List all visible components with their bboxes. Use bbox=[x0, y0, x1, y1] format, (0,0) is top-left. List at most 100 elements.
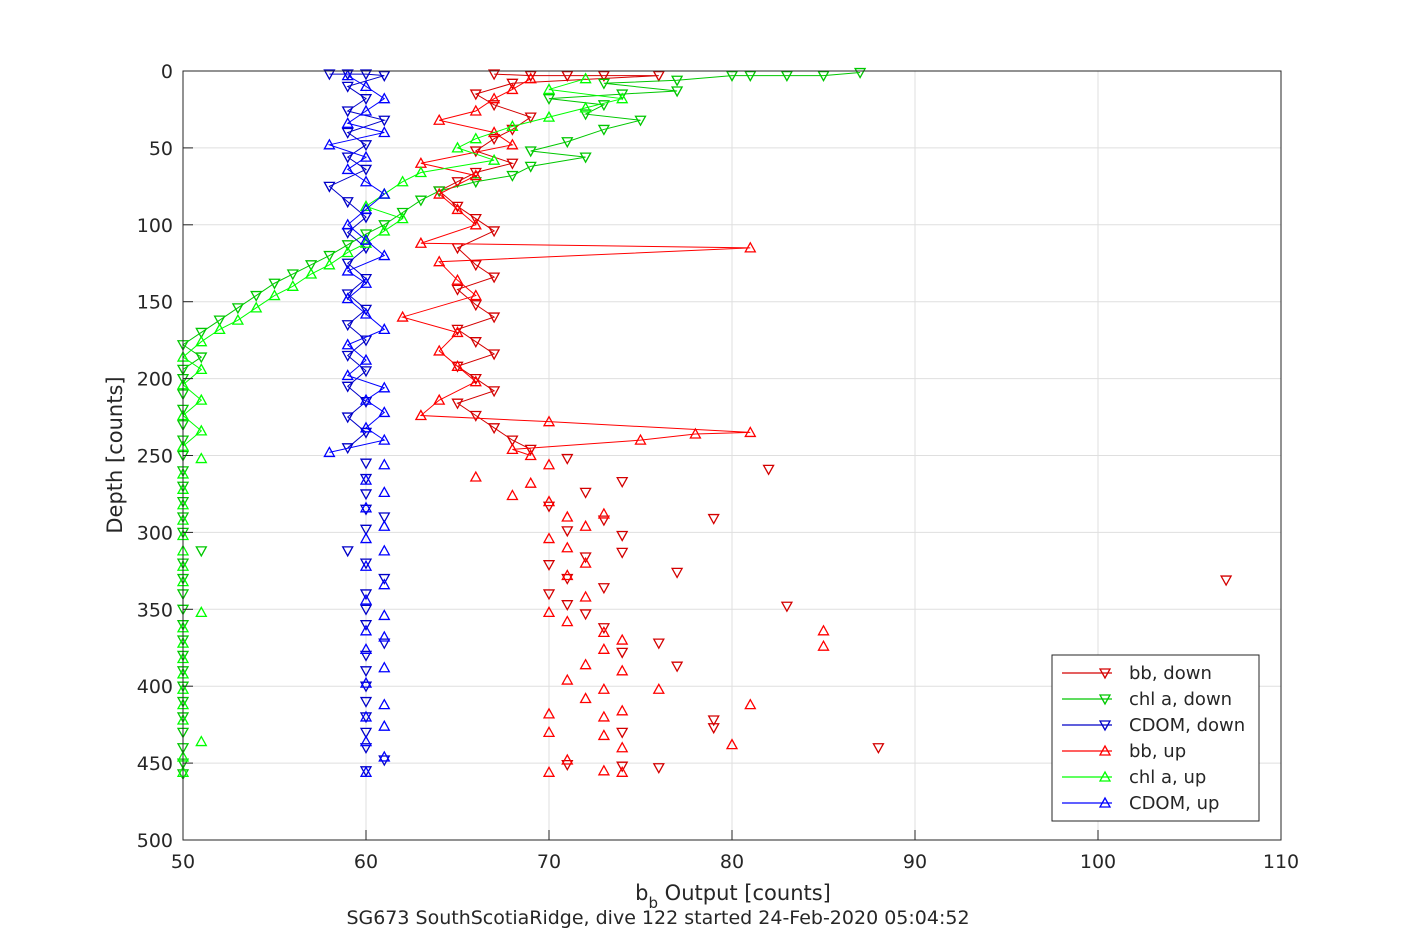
data-point bbox=[506, 170, 519, 182]
y-tick-label: 300 bbox=[137, 522, 173, 544]
series-line-cdom-up bbox=[327, 75, 386, 453]
data-point bbox=[542, 501, 556, 513]
series-chl-a-down bbox=[176, 67, 867, 781]
data-point bbox=[597, 729, 611, 741]
data-point bbox=[359, 335, 373, 347]
data-point bbox=[359, 743, 373, 755]
data-point bbox=[707, 715, 720, 727]
data-point bbox=[195, 735, 208, 747]
data-point bbox=[744, 426, 757, 438]
legend: bb, down chl a, down CDOM, down bb, up chl a… bbox=[1051, 654, 1260, 822]
data-point bbox=[817, 639, 830, 651]
data-point bbox=[323, 181, 336, 193]
data-point bbox=[597, 583, 611, 595]
data-point bbox=[378, 519, 391, 531]
legend-entry-bb-down: bb, down bbox=[1062, 663, 1212, 684]
data-point bbox=[689, 427, 702, 439]
data-point bbox=[579, 152, 592, 164]
data-point bbox=[634, 433, 647, 445]
data-point bbox=[597, 70, 611, 82]
data-point bbox=[579, 519, 592, 531]
data-point bbox=[487, 134, 501, 146]
data-point bbox=[451, 203, 464, 215]
y-tick-label: 500 bbox=[137, 830, 173, 852]
data-point bbox=[542, 458, 556, 470]
data-point bbox=[487, 92, 501, 104]
data-point bbox=[469, 167, 482, 179]
data-point bbox=[359, 504, 373, 516]
data-point bbox=[341, 127, 354, 139]
data-point bbox=[561, 70, 574, 82]
data-point bbox=[359, 620, 373, 632]
data-point bbox=[323, 446, 336, 458]
data-point bbox=[341, 320, 354, 332]
data-point bbox=[378, 512, 391, 524]
data-point bbox=[359, 175, 373, 187]
y-tick-label: 250 bbox=[137, 446, 173, 468]
data-point bbox=[670, 567, 684, 579]
data-point bbox=[524, 449, 537, 461]
data-point bbox=[872, 743, 885, 755]
data-point bbox=[707, 723, 720, 735]
data-point bbox=[341, 81, 354, 93]
data-point bbox=[561, 673, 574, 685]
data-point bbox=[524, 444, 537, 456]
data-point bbox=[597, 623, 611, 635]
data-point bbox=[359, 69, 373, 81]
data-point bbox=[487, 272, 501, 284]
data-point bbox=[378, 750, 391, 762]
data-point bbox=[359, 427, 373, 439]
data-point bbox=[341, 218, 354, 230]
data-point bbox=[506, 443, 519, 454]
data-point bbox=[597, 78, 611, 90]
data-point bbox=[487, 153, 501, 165]
data-point bbox=[359, 233, 373, 245]
data-point bbox=[524, 476, 537, 488]
data-point bbox=[359, 203, 373, 215]
legend-entry-chl-a-up: chl a, up bbox=[1062, 767, 1206, 788]
x-axis-label-subscript: b bbox=[648, 894, 658, 912]
data-point bbox=[561, 753, 574, 765]
data-point bbox=[359, 624, 373, 636]
legend-marker bbox=[1098, 720, 1112, 732]
data-point bbox=[469, 300, 482, 312]
data-point bbox=[542, 707, 556, 719]
x-axis-label-main: b bbox=[635, 881, 648, 905]
data-point bbox=[561, 453, 574, 465]
x-tick-label: 70 bbox=[537, 851, 561, 873]
data-point bbox=[524, 70, 537, 82]
data-point bbox=[359, 307, 373, 319]
data-point bbox=[359, 558, 373, 570]
data-point bbox=[378, 719, 391, 731]
data-point bbox=[469, 410, 482, 422]
data-point bbox=[359, 765, 373, 777]
data-point bbox=[195, 393, 208, 405]
x-tick-label: 100 bbox=[1080, 851, 1116, 873]
data-point bbox=[304, 260, 318, 272]
legend-marker bbox=[1098, 694, 1112, 706]
series-line-cdom-down bbox=[328, 73, 387, 449]
data-point bbox=[487, 349, 501, 361]
y-tick-label: 400 bbox=[137, 676, 173, 698]
data-point bbox=[561, 569, 574, 581]
data-point bbox=[817, 70, 830, 82]
data-point bbox=[579, 609, 592, 621]
data-point bbox=[359, 94, 373, 106]
data-point bbox=[652, 70, 665, 82]
y-tick-label: 50 bbox=[149, 138, 173, 160]
data-point bbox=[616, 765, 629, 777]
data-point bbox=[378, 406, 391, 418]
series-cdom-up bbox=[323, 69, 391, 777]
data-point bbox=[378, 249, 391, 261]
data-point bbox=[341, 246, 354, 258]
data-point bbox=[378, 544, 391, 556]
data-point bbox=[469, 470, 482, 482]
data-point bbox=[597, 626, 611, 638]
data-point bbox=[359, 276, 373, 288]
data-point bbox=[359, 710, 373, 722]
data-point bbox=[378, 224, 391, 236]
data-point bbox=[359, 140, 373, 152]
data-point bbox=[359, 589, 373, 601]
data-point bbox=[542, 606, 556, 618]
